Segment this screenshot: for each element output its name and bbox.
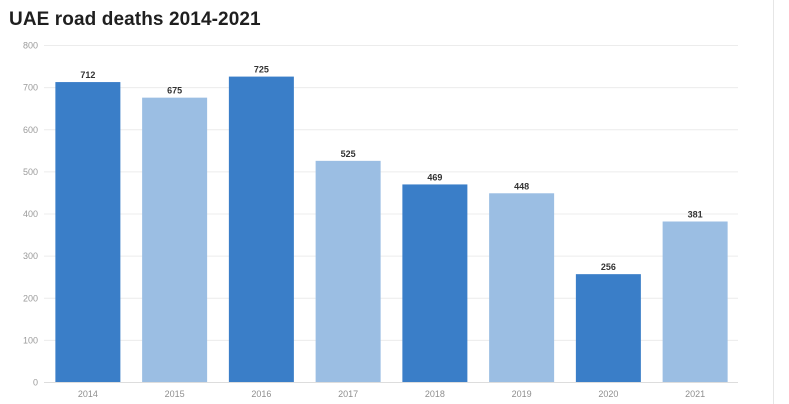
- data-label: 525: [341, 149, 356, 159]
- y-tick-label: 600: [23, 125, 38, 135]
- data-label: 256: [601, 262, 616, 272]
- y-tick-label: 700: [23, 83, 38, 93]
- chart-title: UAE road deaths 2014-2021: [9, 9, 261, 30]
- bar: [402, 184, 468, 382]
- data-label: 712: [80, 70, 95, 80]
- y-tick-label: 300: [23, 251, 38, 261]
- data-label: 381: [688, 210, 703, 220]
- x-tick-label: 2018: [425, 389, 445, 399]
- data-label: 725: [254, 65, 269, 75]
- x-tick-label: 2014: [78, 389, 98, 399]
- y-tick-label: 800: [23, 41, 38, 51]
- data-label: 675: [167, 86, 182, 96]
- bar: [142, 97, 208, 382]
- x-tick-label: 2021: [685, 389, 705, 399]
- y-tick-label: 0: [33, 378, 38, 388]
- x-tick-label: 2017: [338, 389, 358, 399]
- bar: [55, 82, 121, 382]
- y-tick-label: 200: [23, 293, 38, 303]
- y-tick-label: 100: [23, 335, 38, 345]
- y-tick-label: 400: [23, 209, 38, 219]
- data-label: 469: [427, 172, 442, 182]
- y-tick-label: 500: [23, 167, 38, 177]
- x-tick-label: 2019: [512, 389, 532, 399]
- x-tick-label: 2016: [251, 389, 271, 399]
- x-tick-label: 2020: [598, 389, 618, 399]
- data-label: 448: [514, 181, 529, 191]
- x-tick-label: 2015: [165, 389, 185, 399]
- bar: [575, 274, 641, 382]
- bar: [489, 193, 555, 382]
- bar: [228, 76, 294, 382]
- bar: [662, 221, 728, 382]
- bar: [315, 160, 381, 382]
